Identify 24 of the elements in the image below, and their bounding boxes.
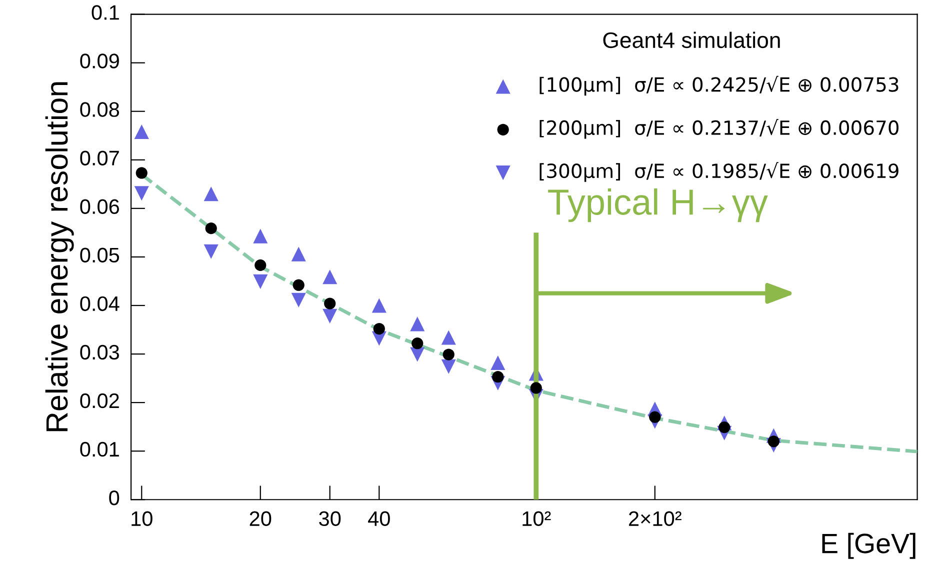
- y-tick-label: 0.07: [80, 150, 119, 166]
- x-tick-label: 40: [368, 511, 390, 526]
- y-tick-label: 0.1: [92, 5, 119, 20]
- y-tick-label: 0: [109, 490, 120, 506]
- y-tick-label: 0.08: [80, 102, 120, 117]
- y-tick-label: 0.01: [80, 442, 119, 457]
- ref-line-label: Typical H→γγ: [548, 188, 768, 222]
- x-tick-label: 30: [319, 511, 341, 526]
- legend-label: [100µm] σ/E ∝ 0.2425/√E ⊕ 0.00753: [540, 76, 898, 96]
- y-axis-title: Relative energy resolution: [45, 82, 74, 432]
- y-tick-label: 0.03: [80, 344, 120, 360]
- legend-label: [300µm] σ/E ∝ 0.1985/√E ⊕ 0.00619: [540, 162, 898, 182]
- y-tick-label: 0.02: [80, 393, 119, 408]
- y-tick-label: 0.06: [80, 199, 120, 214]
- legend-label: [200µm] σ/E ∝ 0.2137/√E ⊕ 0.00670: [540, 118, 898, 139]
- y-tick-label: 0.04: [80, 296, 120, 312]
- x-axis-title: E [GeV]: [822, 532, 916, 559]
- y-tick-label: 0.09: [80, 54, 119, 68]
- legend-title: Geant4 simulation: [603, 32, 780, 48]
- x-tick-label: 20: [250, 511, 272, 526]
- x-tick-label: 2×10²: [629, 511, 682, 526]
- x-tick-label: 10²: [522, 511, 551, 526]
- x-tick-label: 10: [132, 511, 152, 526]
- y-tick-label: 0.05: [80, 248, 120, 263]
